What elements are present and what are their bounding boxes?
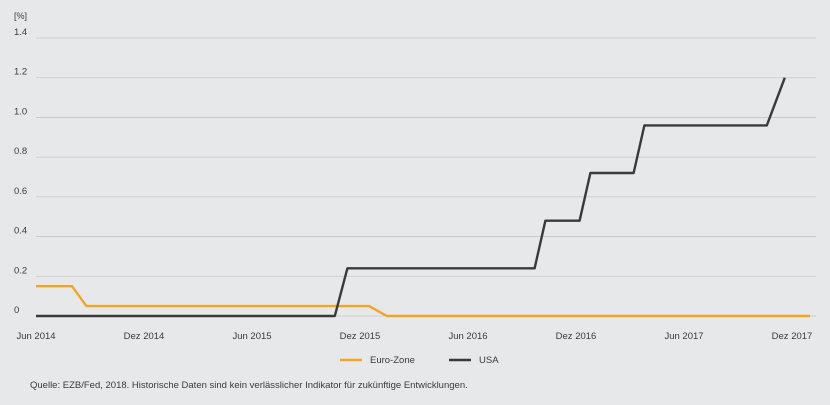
y-tick-label: 1.2 [14, 67, 27, 78]
x-tick-label: Dez 2015 [340, 331, 381, 342]
legend-label: Euro-Zone [370, 355, 415, 366]
y-tick-label: 0 [14, 305, 19, 316]
legend-label: USA [479, 355, 499, 366]
series-lines [36, 77, 810, 318]
y-tick-label: 0.4 [14, 226, 27, 237]
x-tick-label: Jun 2015 [232, 331, 271, 342]
source-note: Quelle: EZB/Fed, 2018. Historische Daten… [30, 380, 468, 391]
x-tick-label: Dez 2016 [556, 331, 597, 342]
x-axis-tick-labels: Jun 2014 Dez 2014 Jun 2015 Dez 2015 Jun 2016… [16, 331, 812, 342]
gridlines [36, 37, 816, 317]
y-tick-label: 1.0 [14, 106, 27, 117]
y-axis-tick-labels: 0 0.2 0.4 0.6 0.8 1.0 1.2 1.4 [14, 27, 27, 316]
x-tick-label: Jun 2014 [16, 331, 55, 342]
x-tick-label: Jun 2016 [448, 331, 487, 342]
y-tick-label: 1.4 [14, 27, 27, 38]
x-tick-label: Dez 2017 [772, 331, 813, 342]
y-tick-label: 0.2 [14, 265, 27, 276]
legend: Euro-Zone USA [340, 355, 499, 366]
y-tick-label: 0.8 [14, 146, 27, 157]
x-tick-label: Dez 2014 [124, 331, 165, 342]
y-axis-unit-label: [%] [14, 11, 27, 21]
series-line-usa [36, 77, 786, 318]
series-line-euro-zone [36, 285, 810, 318]
x-tick-label: Jun 2017 [664, 331, 703, 342]
y-tick-label: 0.6 [14, 186, 27, 197]
